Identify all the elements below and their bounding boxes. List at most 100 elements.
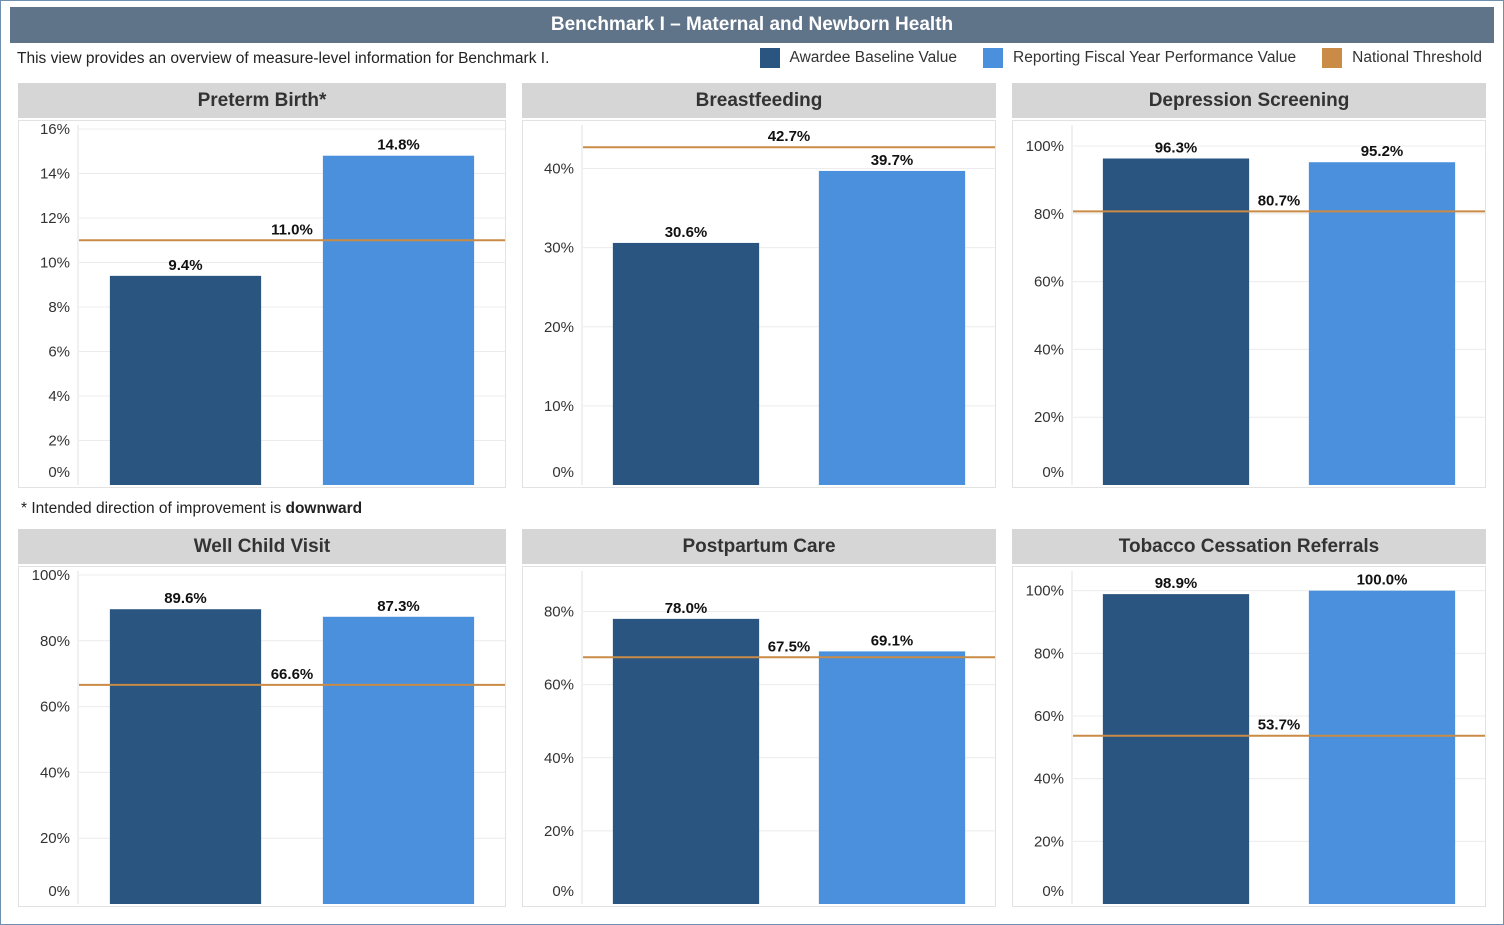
legend-swatch-threshold (1322, 48, 1343, 68)
y-tick-label: 60% (40, 699, 70, 716)
chart-panel-depression-screening: Depression Screening 0% 20% 40% 60% 80% 100% 9… (1012, 83, 1486, 488)
threshold-value-label: 11.0% (271, 221, 313, 238)
legend-reporting-fy[interactable]: Reporting Fiscal Year Performance Value (983, 48, 1296, 68)
bar-reporting-fy (818, 170, 966, 485)
chart-title: Tobacco Cessation Referrals (1012, 529, 1486, 564)
bar-awardee-baseline (612, 242, 760, 485)
direction-note-emphasis: downward (285, 500, 363, 517)
chart-panel-tobacco-cessation: Tobacco Cessation Referrals 0% 20% 40% 60% 8… (1012, 529, 1486, 907)
y-tick-label: 40% (544, 161, 574, 178)
y-tick-label: 80% (1034, 645, 1064, 662)
threshold-value-label: 80.7% (1258, 192, 1301, 209)
chart-area: 0% 10% 20% 30% 40% 30.6% 39.7% 42.7% (522, 120, 996, 488)
y-tick-label: 0% (552, 464, 574, 481)
y-tick-label: 60% (544, 677, 574, 694)
chart-svg: 0% 20% 40% 60% 80% 100% 98.9% 100.0% 53.7% (1026, 571, 1485, 904)
threshold-value-label: 42.7% (768, 128, 811, 145)
chart-svg: 0% 2% 4% 6% 8% 10% 12% 14% 16% 9.4% 14.8% 11.0% (40, 121, 505, 485)
legend-swatch-baseline (759, 48, 780, 68)
threshold-value-label: 67.5% (768, 638, 811, 655)
direction-note-text: * Intended direction of improvement is (21, 500, 286, 517)
chart-title: Preterm Birth* (18, 83, 506, 118)
y-tick-label: 4% (48, 388, 70, 405)
chart-title: Well Child Visit (18, 529, 506, 564)
chart-area: 0% 20% 40% 60% 80% 78.0% 69.1% 67.5% (522, 566, 996, 907)
y-tick-label: 6% (48, 344, 70, 361)
bar-awardee-baseline (1102, 594, 1250, 904)
threshold-value-label: 53.7% (1258, 717, 1301, 734)
chart-area: 0% 2% 4% 6% 8% 10% 12% 14% 16% 9.4% 14.8% 11.0% (18, 120, 506, 488)
chart-panel-breastfeeding: Breastfeeding 0% 10% 20% 30% 40% 30.6% 39.7% 42… (522, 83, 996, 488)
y-tick-label: 20% (544, 319, 574, 336)
chart-svg: 0% 20% 40% 60% 80% 78.0% 69.1% 67.5% (544, 571, 995, 904)
bar-reporting-fy (1308, 162, 1456, 485)
y-tick-label: 16% (40, 121, 70, 138)
y-tick-label: 80% (544, 604, 574, 621)
bar-awardee-baseline (612, 618, 760, 904)
bar-value-label: 87.3% (377, 598, 420, 615)
bar-reporting-fy (818, 651, 966, 904)
chart-area: 0% 20% 40% 60% 80% 100% 98.9% 100.0% 53.7% (1012, 566, 1486, 907)
y-tick-label: 80% (40, 633, 70, 650)
threshold-value-label: 66.6% (271, 666, 314, 683)
chart-title: Postpartum Care (522, 529, 996, 564)
y-tick-label: 40% (544, 750, 574, 767)
dashboard-title: Benchmark I – Maternal and Newborn Healt… (10, 7, 1494, 43)
y-tick-label: 14% (40, 166, 70, 183)
legend-label-baseline: Awardee Baseline Value (789, 49, 957, 66)
bar-value-label: 39.7% (871, 152, 914, 169)
y-tick-label: 40% (40, 764, 70, 781)
y-tick-label: 40% (1034, 771, 1064, 788)
legend-label-reporting: Reporting Fiscal Year Performance Value (1013, 49, 1297, 66)
bar-value-label: 96.3% (1155, 139, 1198, 156)
y-tick-label: 40% (1034, 341, 1064, 358)
y-tick-label: 20% (544, 823, 574, 840)
y-tick-label: 100% (1026, 138, 1064, 155)
bar-value-label: 69.1% (871, 632, 914, 649)
bar-value-label: 30.6% (665, 224, 708, 241)
bar-reporting-fy (322, 616, 475, 904)
intro-text: This view provides an overview of measur… (17, 50, 550, 67)
bar-value-label: 95.2% (1361, 143, 1404, 160)
chart-svg: 0% 10% 20% 30% 40% 30.6% 39.7% 42.7% (544, 125, 995, 485)
y-tick-label: 10% (544, 398, 574, 415)
chart-svg: 0% 20% 40% 60% 80% 100% 89.6% 87.3% 66.6% (32, 567, 505, 904)
y-tick-label: 100% (32, 567, 70, 584)
chart-panel-well-child-visit: Well Child Visit 0% 20% 40% 60% 80% 100% 89.6%… (18, 529, 506, 907)
bar-awardee-baseline (109, 609, 262, 904)
bar-value-label: 89.6% (164, 590, 207, 607)
y-tick-label: 100% (1026, 583, 1064, 600)
y-tick-label: 20% (1034, 409, 1064, 426)
legend-national-threshold[interactable]: National Threshold (1322, 48, 1482, 68)
bar-awardee-baseline (109, 275, 262, 485)
legend: Awardee Baseline Value Reporting Fiscal … (734, 48, 1482, 68)
y-tick-label: 60% (1034, 708, 1064, 725)
chart-svg: 0% 20% 40% 60% 80% 100% 96.3% 95.2% 80.7% (1026, 125, 1485, 486)
legend-awardee-baseline[interactable]: Awardee Baseline Value (759, 48, 957, 68)
legend-swatch-reporting (983, 48, 1003, 68)
y-tick-label: 10% (40, 255, 70, 272)
chart-panel-preterm-birth: Preterm Birth* 0% 2% 4% 6% 8% 10% 12% 14% 16% 9.4… (18, 83, 506, 488)
y-tick-label: 0% (1042, 464, 1064, 481)
bar-reporting-fy (1308, 590, 1456, 904)
bar-value-label: 9.4% (168, 257, 202, 274)
chart-title: Depression Screening (1012, 83, 1486, 118)
direction-note: * Intended direction of improvement is d… (21, 500, 362, 518)
bar-value-label: 14.8% (377, 137, 420, 154)
bar-reporting-fy (322, 155, 475, 485)
y-tick-label: 2% (48, 433, 70, 450)
chart-area: 0% 20% 40% 60% 80% 100% 89.6% 87.3% 66.6% (18, 566, 506, 907)
chart-area: 0% 20% 40% 60% 80% 100% 96.3% 95.2% 80.7% (1012, 120, 1486, 488)
bar-value-label: 78.0% (665, 600, 708, 617)
bar-value-label: 100.0% (1357, 572, 1408, 589)
y-tick-label: 8% (48, 299, 70, 316)
chart-title: Breastfeeding (522, 83, 996, 118)
y-tick-label: 0% (48, 464, 70, 481)
y-tick-label: 12% (40, 210, 70, 227)
y-tick-label: 20% (40, 830, 70, 847)
y-tick-label: 20% (1034, 833, 1064, 850)
legend-label-threshold: National Threshold (1352, 49, 1482, 66)
y-tick-label: 80% (1034, 206, 1064, 223)
bar-value-label: 98.9% (1155, 575, 1198, 592)
y-tick-label: 0% (552, 883, 574, 900)
